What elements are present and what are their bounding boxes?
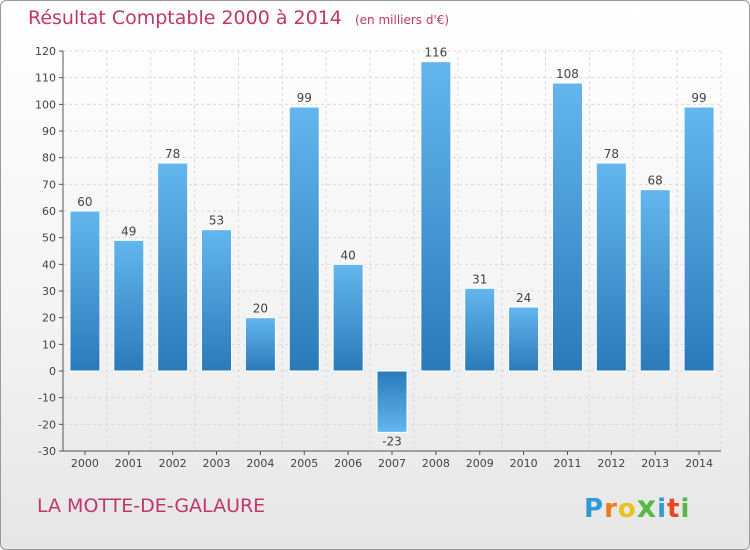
y-tick-label: 120 [35, 45, 56, 58]
bar-2005 [288, 106, 320, 372]
x-tick-label: 2004 [246, 457, 274, 470]
bar-2012 [595, 162, 627, 372]
bar-2013 [639, 189, 671, 372]
logo-letter: i [680, 494, 691, 524]
logo-letter: P [584, 494, 605, 524]
bar-2008 [420, 61, 452, 372]
y-tick-label: 70 [42, 178, 56, 191]
y-tick-label: 10 [42, 338, 56, 351]
bar-2011 [551, 82, 583, 372]
y-tick-label: 40 [42, 258, 56, 271]
x-tick-label: 2012 [597, 457, 625, 470]
data-label: 31 [472, 272, 487, 286]
y-tick-label: -30 [38, 445, 56, 458]
y-tick-label: 0 [49, 365, 56, 378]
bar-2003 [201, 229, 233, 372]
data-label: 60 [77, 195, 92, 209]
y-tick-label: 30 [42, 285, 56, 298]
data-label: 99 [297, 91, 312, 105]
y-tick-label: 110 [35, 72, 56, 85]
bars [69, 61, 715, 433]
data-label: 108 [556, 67, 579, 81]
bar-2010 [508, 306, 540, 372]
bar-2000 [69, 210, 101, 372]
data-label: 116 [424, 46, 447, 60]
x-tick-label: 2002 [159, 457, 187, 470]
data-label: 53 [209, 214, 224, 228]
y-tick-label: -10 [38, 392, 56, 405]
data-label: 24 [516, 291, 531, 305]
data-label: 78 [604, 147, 619, 161]
bar-2002 [157, 162, 189, 372]
y-tick-label: -20 [38, 418, 56, 431]
x-tick-label: 2005 [290, 457, 318, 470]
data-label: 20 [253, 302, 268, 316]
data-label: 99 [691, 91, 706, 105]
y-tick-label: 100 [35, 98, 56, 111]
x-tick-label: 2011 [553, 457, 581, 470]
chart-unit-label: (en milliers d'€) [354, 13, 450, 27]
logo-letter: i [657, 494, 668, 524]
data-labels: 60 2000 49 2001 78 2002 53 2003 20 2004 99 2005 40 20… [71, 46, 713, 470]
logo-letter: t [667, 494, 681, 524]
bar-2006 [332, 263, 364, 372]
x-tick-label: 2007 [378, 457, 406, 470]
x-tick-label: 2013 [641, 457, 669, 470]
data-label: 40 [340, 248, 355, 262]
bar-2014 [683, 106, 715, 372]
x-tick-label: 2010 [510, 457, 538, 470]
data-label: 49 [121, 224, 136, 238]
bar-2004 [244, 317, 276, 372]
commune-name: LA MOTTE-DE-GALAURE [37, 495, 266, 517]
bar-2007 [376, 370, 408, 433]
title-row: Résultat Comptable 2000 à 2014 (en milli… [28, 7, 449, 29]
y-tick-label: 80 [42, 152, 56, 165]
bar-2001 [113, 239, 145, 372]
data-label: -23 [382, 434, 402, 448]
x-tick-label: 2009 [466, 457, 494, 470]
data-label: 68 [648, 174, 663, 188]
x-tick-label: 2003 [203, 457, 231, 470]
logo-letter: r [604, 494, 618, 524]
data-label: 78 [165, 147, 180, 161]
y-tick-label: 20 [42, 312, 56, 325]
y-tick-label: 50 [42, 232, 56, 245]
y-tick-label: 60 [42, 205, 56, 218]
chart-title: Résultat Comptable 2000 à 2014 [28, 7, 342, 29]
bar-2009 [464, 287, 496, 372]
x-tick-label: 2000 [71, 457, 99, 470]
proxiti-logo: Proxiti [584, 490, 690, 525]
x-tick-label: 2001 [115, 457, 143, 470]
x-tick-label: 2006 [334, 457, 362, 470]
x-tick-label: 2008 [422, 457, 450, 470]
logo-letter: o [617, 494, 637, 524]
y-tick-label: 90 [42, 125, 56, 138]
x-tick-label: 2014 [685, 457, 713, 470]
logo-letter: x [636, 490, 658, 525]
